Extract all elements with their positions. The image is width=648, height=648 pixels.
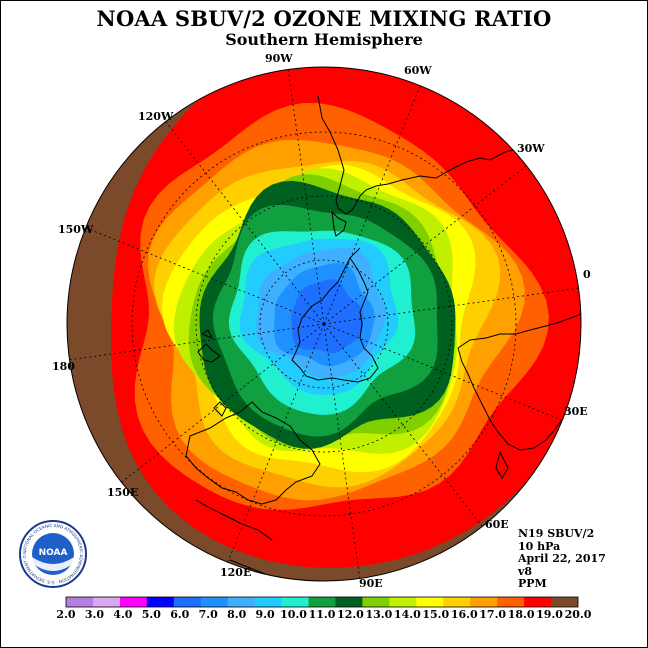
ozone-band-6 bbox=[291, 279, 364, 354]
meridian-line bbox=[323, 323, 361, 581]
latitude-circle bbox=[259, 259, 389, 389]
coastline-tasmania bbox=[213, 401, 227, 417]
colorbar-tick-label: 12.0 bbox=[337, 608, 364, 621]
coastlines bbox=[185, 95, 581, 581]
version-label: v8 bbox=[518, 564, 533, 578]
coastline-new-guinea bbox=[195, 499, 273, 541]
units-label: PPM bbox=[518, 577, 547, 590]
latitude-circle bbox=[195, 195, 453, 453]
info-block: N19 SBUV/2 10 hPa April 22, 2017 v8 PPM bbox=[518, 527, 606, 591]
meridian-line bbox=[82, 226, 325, 325]
lon-label-120e: 120E bbox=[220, 566, 252, 579]
colorbar-tick-label: 16.0 bbox=[450, 608, 478, 621]
meridian-line bbox=[287, 67, 325, 325]
meridian-line bbox=[323, 163, 530, 325]
colorbar-tick-label: 18.0 bbox=[507, 608, 535, 621]
colorbar-tick-label: 15.0 bbox=[422, 608, 450, 621]
meridian-line bbox=[323, 323, 485, 530]
map-boundary bbox=[66, 66, 582, 582]
coastline-antarctic-peninsula bbox=[349, 247, 361, 259]
colorbar-tick-label: 17.0 bbox=[479, 608, 507, 621]
coastline-australia bbox=[185, 401, 321, 505]
meridian-line bbox=[118, 323, 325, 485]
meridian-line bbox=[323, 287, 581, 325]
meridian-line bbox=[163, 118, 325, 325]
colorbar-tick-label: 9.0 bbox=[255, 608, 275, 621]
colorbar-tick-label: 2.0 bbox=[56, 608, 76, 621]
instrument-label: N19 SBUV/2 bbox=[518, 527, 595, 540]
lon-label-120w: 120W bbox=[138, 110, 174, 123]
noaa-logo: NATIONAL OCEANIC AND ATMOSPHERIC ADMINIS… bbox=[18, 519, 87, 588]
latitude-circle bbox=[131, 131, 517, 517]
coastline-new-zealand-north bbox=[200, 329, 214, 339]
colorbar-tick-label: 5.0 bbox=[141, 608, 161, 621]
colorbar-tick-label: 3.0 bbox=[84, 608, 105, 621]
lon-label-150w: 150W bbox=[58, 223, 94, 236]
lon-label-0: 0 bbox=[583, 268, 591, 281]
lon-label-60e: 60E bbox=[485, 518, 509, 531]
lon-label-60w: 60W bbox=[404, 64, 432, 77]
colorbar-tick-label: 11.0 bbox=[308, 608, 336, 621]
colorbar-tick-label: 4.0 bbox=[113, 608, 133, 621]
date-label: April 22, 2017 bbox=[518, 552, 606, 565]
page-subtitle: Southern Hemisphere bbox=[225, 30, 423, 49]
colorbar-tick-label: 13.0 bbox=[365, 608, 393, 621]
meridian-line bbox=[323, 323, 566, 422]
graticule bbox=[67, 67, 581, 581]
colorbar-tick-label: 10.0 bbox=[280, 608, 307, 621]
meridian-line bbox=[67, 323, 325, 361]
lon-label-90e: 90E bbox=[359, 577, 383, 590]
coastline-new-zealand-south bbox=[197, 343, 221, 363]
coastline-south-america bbox=[317, 95, 581, 215]
lon-label-30w: 30W bbox=[517, 142, 545, 155]
coastline-madagascar bbox=[495, 450, 509, 479]
lon-label-150e: 150E bbox=[107, 486, 139, 499]
colorbar-tick-label: 19.0 bbox=[536, 608, 563, 621]
noaa-logo-text: NOAA bbox=[39, 548, 68, 558]
colorbar-tick-label: 7.0 bbox=[198, 608, 218, 621]
colorbar-tick-label: 8.0 bbox=[227, 608, 247, 621]
colorbar-tick-label: 20.0 bbox=[564, 608, 592, 621]
coastline-africa-west bbox=[457, 309, 581, 349]
page-title: NOAA SBUV/2 OZONE MIXING RATIO bbox=[96, 6, 552, 31]
pressure-level-label: 10 hPa bbox=[518, 539, 561, 553]
lon-label-180: 180 bbox=[52, 360, 75, 373]
lon-label-30e: 30E bbox=[564, 405, 588, 418]
coastline-antarctica bbox=[291, 257, 379, 383]
lon-label-90w: 90W bbox=[265, 52, 293, 65]
colorbar-tick-label: 6.0 bbox=[170, 608, 190, 621]
meridian-line bbox=[323, 82, 422, 325]
meridian-line bbox=[226, 323, 325, 566]
colorbar-tick-label: 14.0 bbox=[393, 608, 421, 621]
noaa-logo-bird bbox=[32, 557, 74, 571]
coastline-tierra-del-fuego bbox=[331, 210, 347, 237]
